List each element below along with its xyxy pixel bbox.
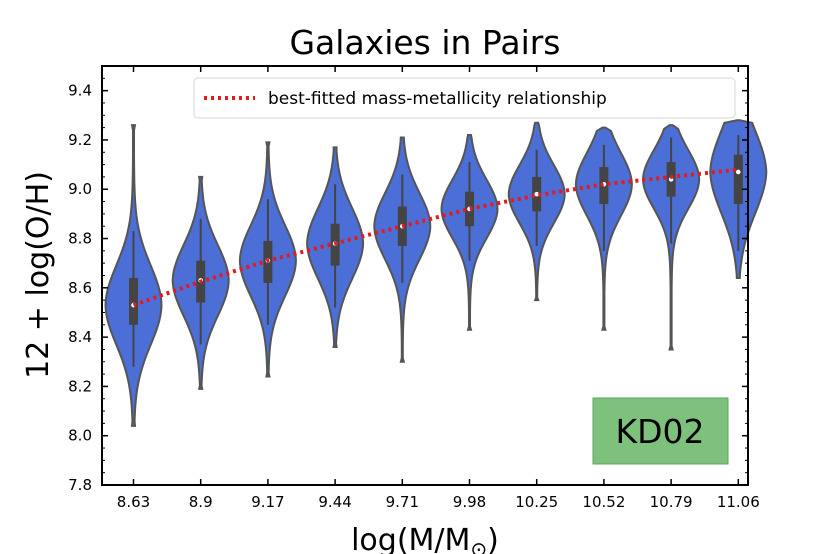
plot-area — [104, 119, 768, 427]
x-tick-label: 8.63 — [117, 493, 150, 511]
x-axis-label-sub: ⊙ — [470, 537, 487, 554]
method-badge-label: KD02 — [615, 412, 704, 451]
violin-iqr-box — [129, 277, 138, 325]
x-axis-label: log(M/M⊙) — [351, 523, 499, 554]
x-tick-label: 9.44 — [318, 493, 351, 511]
y-tick-label: 8.4 — [68, 328, 92, 346]
y-tick-label: 8.2 — [68, 377, 92, 395]
x-axis-label-main: log(M/M — [351, 523, 470, 554]
fit-line-layer — [132, 167, 739, 307]
y-axis-label: 12 + log(O/H) — [21, 171, 56, 379]
method-badge-box — [592, 397, 729, 465]
x-tick-label: 10.52 — [582, 493, 625, 511]
x-tick-label: 9.98 — [453, 493, 486, 511]
x-axis-label-close: ) — [487, 523, 499, 554]
y-tick-label: 7.8 — [68, 476, 92, 494]
axis-layer: 7.8 8.0 8.2 8.4 8.6 8.8 9.0 9.2 9.4 8.63 8.9 9.17 9.… — [68, 65, 760, 511]
y-tick-label: 9.4 — [68, 82, 92, 100]
y-tick-label: 8.6 — [68, 279, 92, 297]
violin-median-point — [736, 169, 741, 175]
method-badge: KD02 — [592, 397, 729, 465]
violin-median-point — [534, 191, 539, 197]
x-tick-label: 9.17 — [251, 493, 284, 511]
x-tick-label: 10.79 — [650, 493, 693, 511]
x-tick-label: 11.06 — [717, 493, 760, 511]
x-tick-label: 9.71 — [386, 493, 419, 511]
y-tick-label: 8.8 — [68, 230, 92, 248]
chart-title: Galaxies in Pairs — [289, 23, 560, 62]
fit-line — [132, 167, 739, 307]
violin-iqr-box — [733, 154, 743, 205]
legend-box — [193, 77, 736, 119]
legend-label: best-fitted mass-metallicity relationshi… — [268, 89, 607, 109]
x-tick-label: 8.9 — [189, 493, 213, 511]
legend: best-fitted mass-metallicity relationshi… — [193, 77, 736, 119]
y-tick-label: 8.0 — [68, 427, 92, 445]
x-tick-label: 10.25 — [515, 493, 558, 511]
y-tick-label: 9.2 — [68, 131, 92, 149]
y-tick-label: 9.0 — [68, 180, 92, 198]
